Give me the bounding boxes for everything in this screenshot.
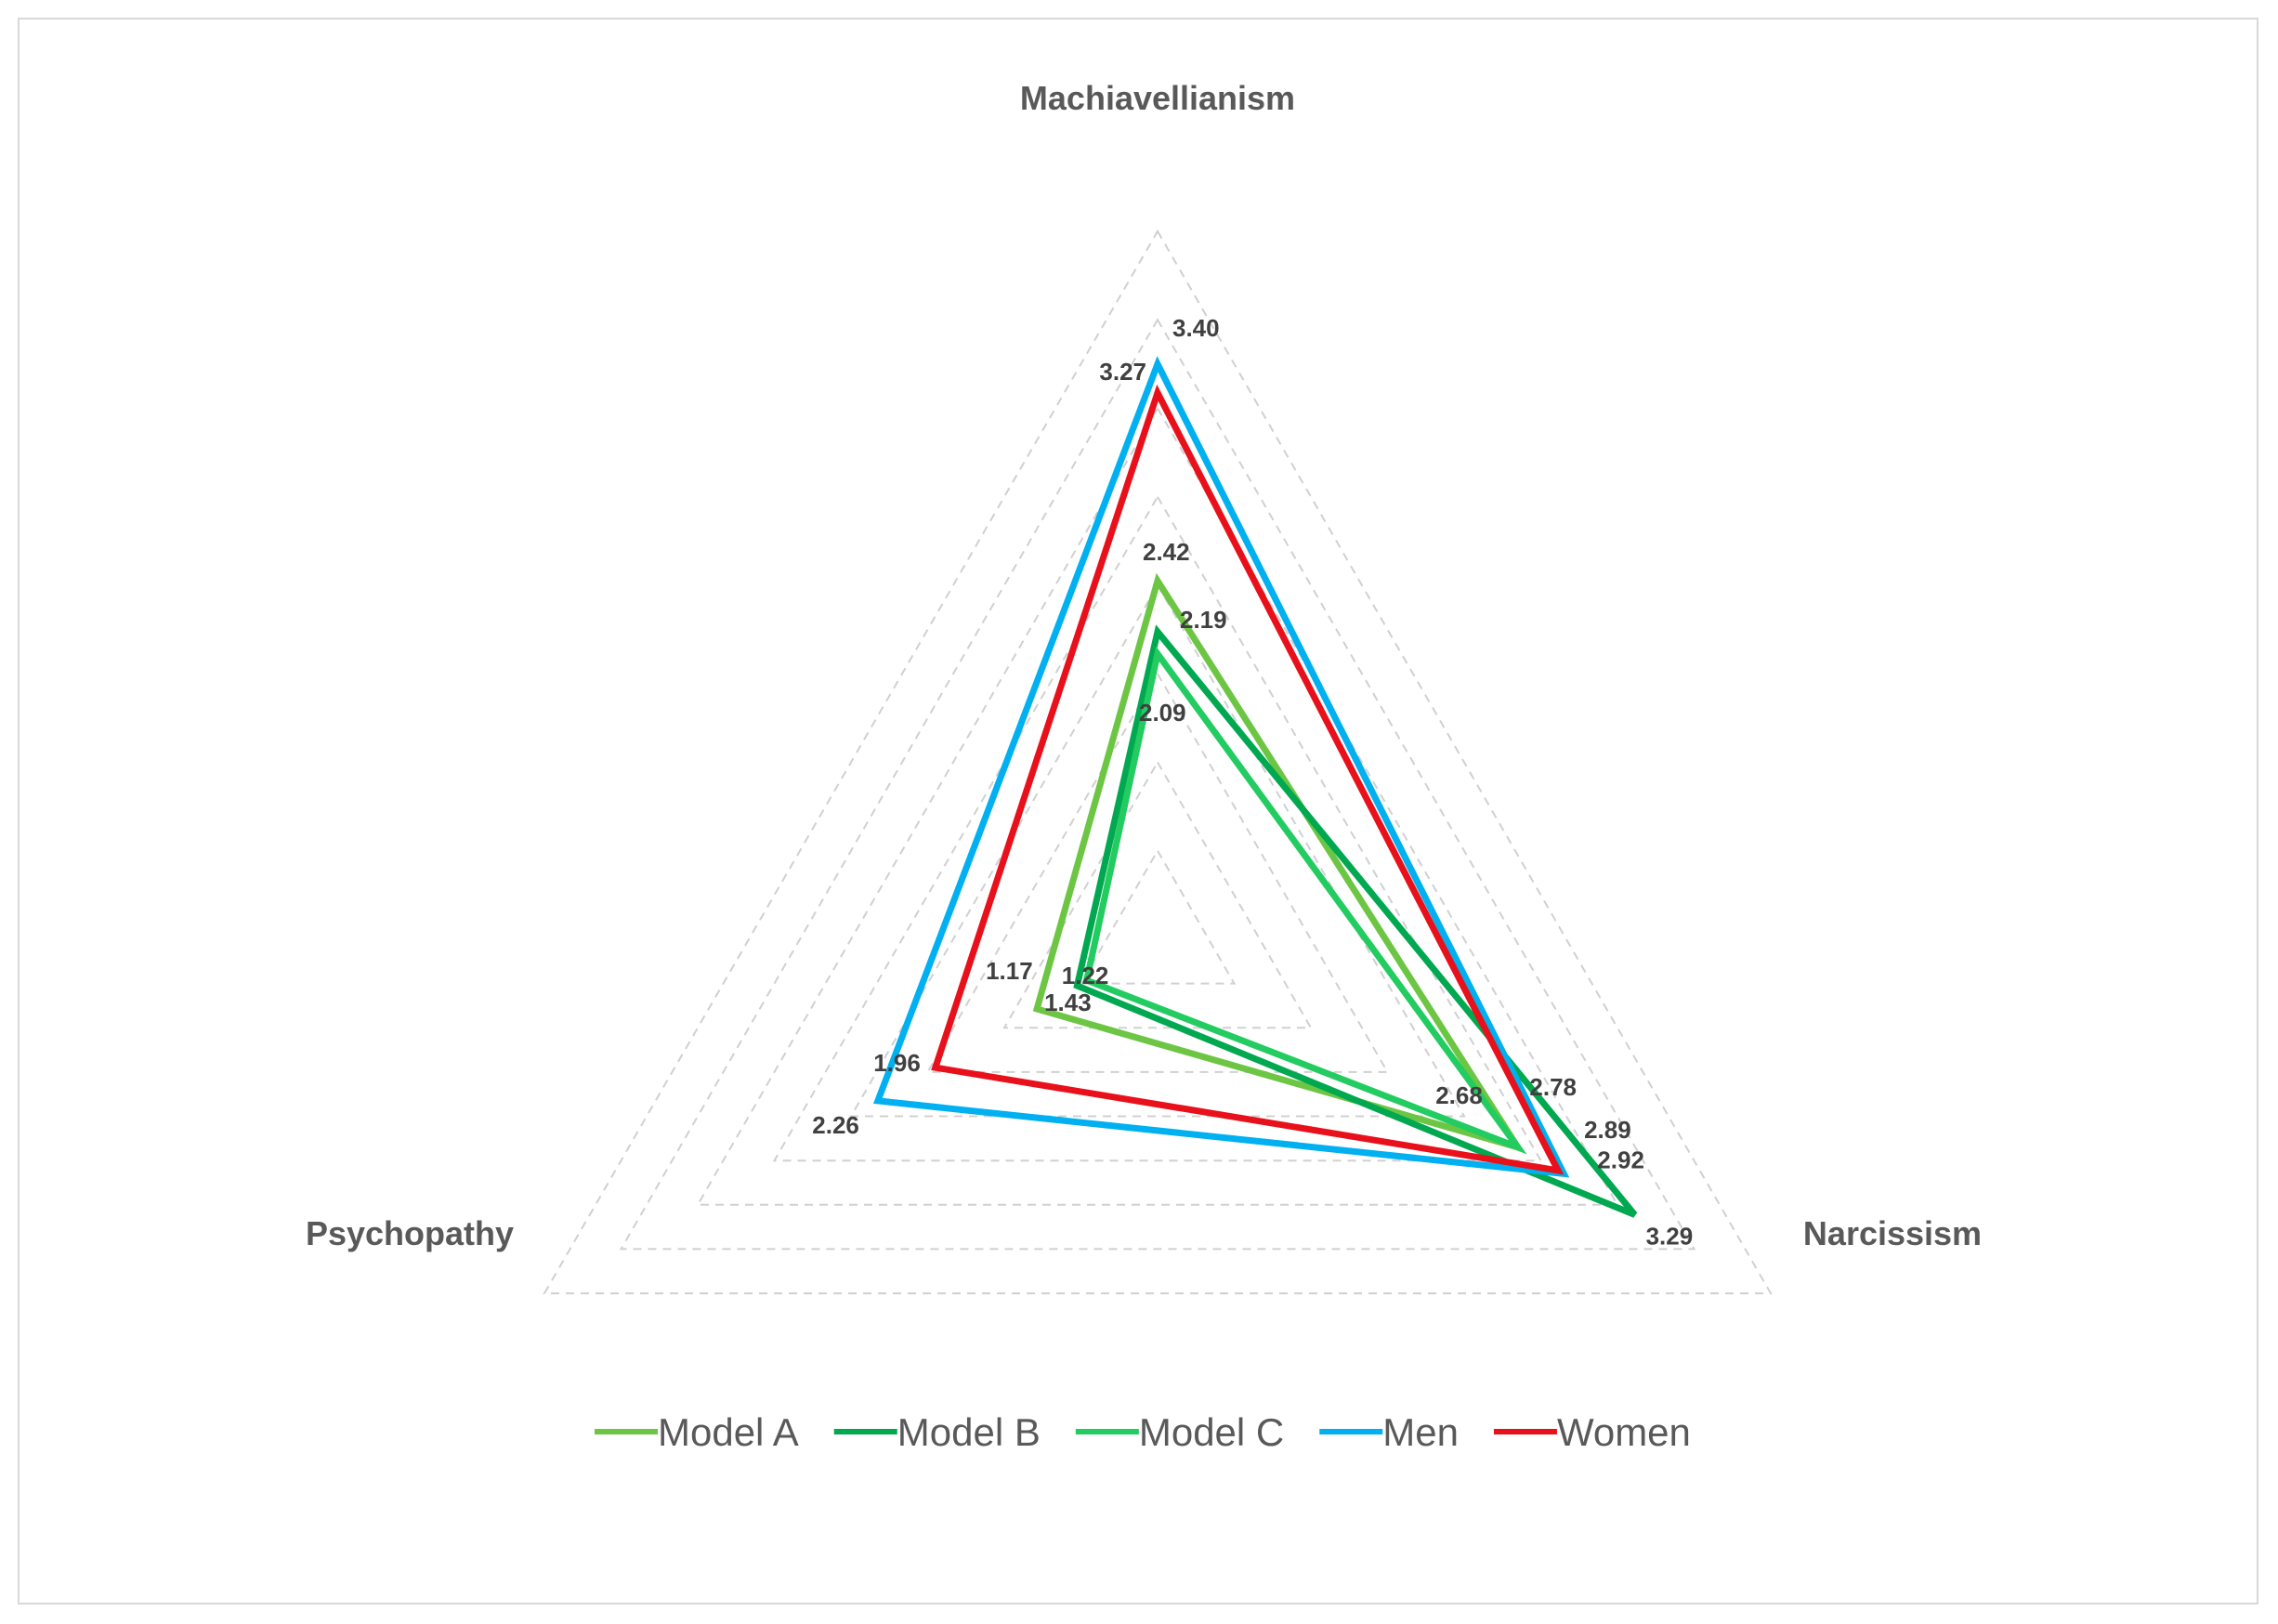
data-label: 2.78: [1529, 1073, 1577, 1101]
series-line-model-b: [1073, 624, 1638, 1218]
data-label: 1.96: [873, 1049, 921, 1077]
data-label: 2.26: [812, 1111, 859, 1139]
data-label: 3.29: [1646, 1223, 1694, 1251]
axis-label-machiavellianism: Machiavellianism: [1020, 79, 1295, 117]
data-label: 2.68: [1435, 1081, 1483, 1109]
data-label: 1.17: [986, 957, 1033, 985]
series-line-women: [931, 384, 1564, 1175]
axis-label-narcissism: Narcissism: [1803, 1214, 1982, 1252]
series-line-model-a: [1032, 572, 1525, 1153]
legend-label: Men: [1382, 1410, 1459, 1454]
grid-ring: [543, 229, 1773, 1295]
grid-ring: [772, 494, 1543, 1162]
legend-label: Model C: [1139, 1410, 1284, 1454]
legend-label: Women: [1557, 1410, 1691, 1454]
data-label: 1.22: [1062, 962, 1109, 989]
data-labels: 3.40 3.27 2.42 2.19 2.09 1.17 1.221.43 1.96 2.26…: [812, 314, 1693, 1251]
legend-label: Model A: [658, 1410, 799, 1454]
grid-ring: [1079, 848, 1237, 985]
radar-series: [873, 356, 1638, 1218]
grid-ring: [1002, 760, 1313, 1029]
data-label: 1.43: [1044, 989, 1092, 1016]
data-label: 2.92: [1597, 1146, 1644, 1173]
data-label: 2.42: [1143, 538, 1190, 566]
chart-frame: [18, 18, 2258, 1604]
data-label: 2.19: [1180, 606, 1227, 634]
legend: Model A Model B Model C Men Women: [595, 1410, 1691, 1454]
series-line-model-c: [1082, 646, 1527, 1155]
axis-label-psychopathy: Psychopathy: [306, 1214, 514, 1252]
axis-labels: Machiavellianism Narcissism Psychopathy: [306, 79, 1982, 1252]
data-label: 2.89: [1584, 1116, 1631, 1144]
grid-ring: [619, 318, 1696, 1251]
grid-ring: [925, 672, 1390, 1073]
data-label: 3.40: [1172, 314, 1220, 342]
series-line-men: [873, 356, 1570, 1178]
legend-label: Model B: [897, 1410, 1041, 1454]
data-label: 3.27: [1099, 358, 1146, 386]
data-label: 2.09: [1139, 699, 1186, 727]
